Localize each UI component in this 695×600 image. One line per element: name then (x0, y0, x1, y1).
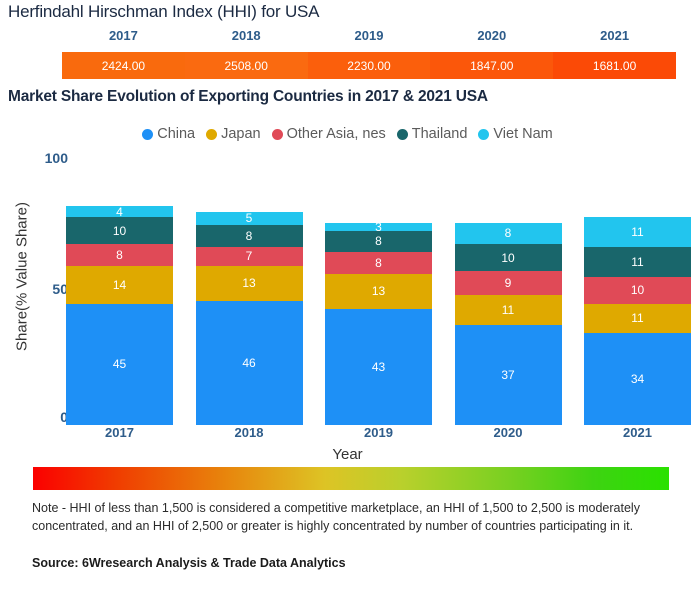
source-text: Source: 6Wresearch Analysis & Trade Data… (32, 556, 346, 570)
bar-segment[interactable]: 9 (454, 271, 562, 296)
bar-segment[interactable]: 11 (584, 217, 691, 247)
legend-swatch-icon (142, 128, 154, 140)
hhi-year-label: 2021 (600, 28, 630, 43)
chart-title: Market Share Evolution of Exporting Coun… (8, 88, 488, 105)
bar-segment[interactable]: 10 (454, 244, 562, 272)
legend-label: Other Asia, nes (286, 126, 386, 142)
x-tick-label: 2020 (493, 425, 523, 440)
bar-segment[interactable]: 7 (195, 246, 303, 266)
hhi-value-segment: 2230.00 (307, 52, 431, 79)
bar-segment[interactable]: 43 (325, 308, 432, 425)
concentration-gradient-bar (33, 467, 669, 490)
bar-segment[interactable]: 3 (325, 220, 432, 234)
bar-group[interactable]: 11 11 10 11 34 (584, 217, 691, 425)
bar-segment[interactable]: 34 (584, 333, 691, 425)
y-tick-100: 100 (44, 150, 68, 166)
hhi-year-label: 2018 (231, 28, 261, 43)
hhi-year-label: 2020 (477, 28, 507, 43)
note-text: Note - HHI of less than 1,500 is conside… (32, 501, 640, 533)
bar-segment[interactable]: 13 (325, 273, 432, 309)
bar-group[interactable]: 5 8 7 13 46 (195, 211, 303, 425)
bar-segment[interactable]: 5 (195, 211, 303, 225)
bar-segment[interactable]: 46 (195, 300, 303, 425)
legend-item[interactable]: Thailand (396, 126, 468, 142)
bar-group[interactable]: 3 8 8 13 43 (325, 220, 432, 425)
x-tick-label: 2017 (105, 425, 134, 440)
plot-area: Share(% Value Share) 100 50 0 4 10 8 14 45 5 8… (0, 150, 695, 463)
legend-label: China (157, 126, 196, 142)
bar-segment[interactable]: 11 (584, 303, 691, 334)
chart-legend: China Japan Other Asia, nes Thailand Viet Na… (0, 126, 695, 142)
bar-group[interactable]: 8 10 9 11 37 (454, 222, 562, 425)
hhi-value-segment: 1681.00 (553, 52, 676, 79)
bar-segment[interactable]: 8 (325, 230, 432, 253)
y-axis-title: Share(% Value Share) (13, 202, 31, 351)
bar-segment[interactable]: 45 (66, 303, 173, 425)
legend-label: Japan (221, 126, 261, 142)
x-tick-label: 2021 (623, 425, 652, 440)
legend-swatch-icon (271, 128, 283, 140)
bar-segment[interactable]: 8 (325, 252, 432, 274)
hhi-title: Herfindahl Hirschman Index (HHI) for USA (8, 2, 320, 21)
bar-segment[interactable]: 8 (66, 244, 173, 266)
bar-segment[interactable]: 11 (584, 246, 691, 277)
bar-segment[interactable]: 11 (454, 295, 562, 326)
bar-segment[interactable]: 13 (195, 265, 303, 301)
y-tick-0: 0 (60, 409, 68, 425)
legend-label: Thailand (411, 126, 468, 142)
bar-segment[interactable]: 8 (195, 225, 303, 247)
bar-segment[interactable]: 10 (584, 276, 691, 304)
hhi-value-segment: 2424.00 (62, 52, 185, 79)
bar-segment[interactable]: 37 (454, 325, 562, 425)
legend-item[interactable]: Other Asia, nes (271, 126, 386, 142)
bar-segment[interactable]: 10 (66, 217, 173, 245)
y-tick-50: 50 (52, 281, 68, 297)
legend-swatch-icon (396, 128, 408, 140)
hhi-year-label: 2017 (108, 28, 138, 43)
bar-segment[interactable]: 8 (454, 222, 562, 245)
hhi-value-segment: 2508.00 (184, 52, 308, 79)
legend-label: Viet Nam (493, 126, 553, 142)
bar-segment[interactable]: 14 (66, 265, 173, 304)
legend-item[interactable]: Viet Nam (478, 126, 553, 142)
legend-swatch-icon (478, 128, 490, 140)
stacked-bars: 4 10 8 14 45 5 8 7 13 46 3 8 8 13 43 8 10 9 11 37 11 11 10 11 34 (62, 155, 695, 425)
bar-group[interactable]: 4 10 8 14 45 (66, 205, 173, 425)
hhi-value-bar: 2424.00 2508.00 2230.00 1847.00 1681.00 (62, 52, 676, 79)
hhi-year-label: 2019 (354, 28, 384, 43)
legend-item[interactable]: China (142, 126, 195, 142)
legend-item[interactable]: Japan (206, 126, 261, 142)
x-tick-label: 2019 (364, 425, 393, 440)
x-tick-label: 2018 (234, 425, 264, 440)
legend-swatch-icon (206, 128, 218, 140)
x-axis-title: Year (332, 446, 363, 463)
hhi-value-segment: 1847.00 (430, 52, 554, 79)
hhi-year-row: 2017 2018 2019 2020 2021 (62, 28, 676, 48)
bar-segment[interactable]: 4 (66, 205, 173, 219)
